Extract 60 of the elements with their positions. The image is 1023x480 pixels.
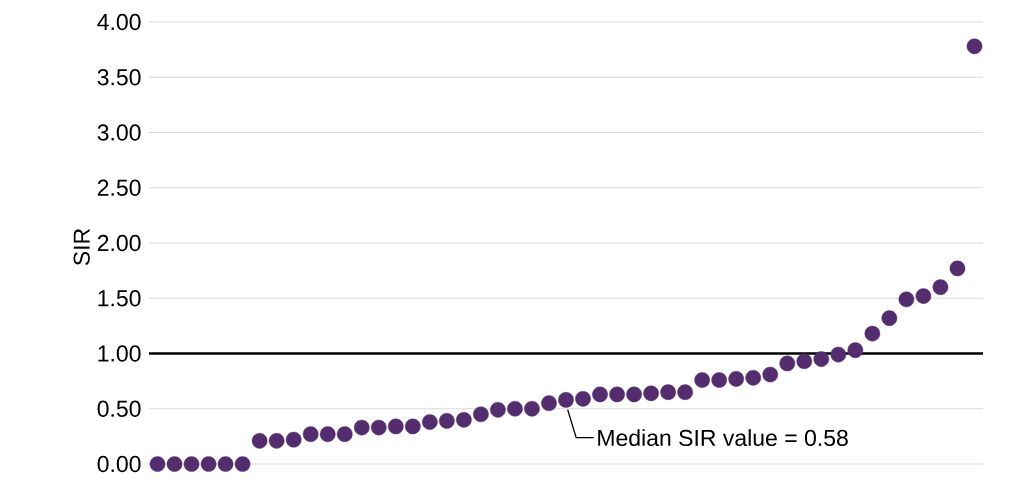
point <box>200 456 217 472</box>
y-axis-title: SIR <box>73 228 90 266</box>
point <box>490 402 506 418</box>
point <box>234 456 251 472</box>
point <box>268 432 285 449</box>
annotation: Median SIR value = 0.58 <box>598 429 848 447</box>
point <box>405 418 421 435</box>
point <box>251 432 268 449</box>
point <box>370 419 387 436</box>
point <box>183 456 200 472</box>
y-tick-label: 4.00 <box>97 13 141 31</box>
point <box>915 288 932 304</box>
point <box>762 366 779 383</box>
point <box>388 418 404 435</box>
point <box>473 406 489 423</box>
point <box>166 456 183 472</box>
point <box>575 391 591 407</box>
point <box>728 371 744 387</box>
point <box>302 426 319 442</box>
point <box>643 385 659 402</box>
point <box>932 279 949 295</box>
point <box>745 370 762 386</box>
y-tick-label: 3.00 <box>97 124 141 141</box>
point <box>439 413 455 429</box>
point <box>541 395 557 412</box>
point <box>456 412 472 428</box>
point <box>847 342 864 358</box>
y-tick-label: 2.50 <box>97 179 141 196</box>
y-tick-label: 1.50 <box>98 290 141 307</box>
point <box>285 431 302 448</box>
point <box>558 392 574 408</box>
point <box>660 384 676 400</box>
y-tick-label: 1.00 <box>98 345 141 362</box>
point <box>353 419 370 436</box>
point <box>864 325 881 342</box>
point <box>626 386 642 403</box>
point <box>949 260 966 277</box>
point <box>677 384 693 400</box>
point <box>609 386 625 403</box>
y-tick-label: 3.50 <box>97 69 141 86</box>
point <box>524 400 540 417</box>
point <box>898 291 915 308</box>
point <box>813 351 830 367</box>
point <box>149 456 166 472</box>
point <box>319 426 336 442</box>
y-tick-label: 0.50 <box>97 400 141 417</box>
point <box>507 400 523 417</box>
point <box>830 346 847 363</box>
point <box>796 353 813 370</box>
point <box>336 426 353 442</box>
point <box>694 372 710 388</box>
y-tick-label: 2.00 <box>97 234 141 252</box>
y-tick-label: 0.00 <box>97 455 141 473</box>
point <box>881 310 898 326</box>
point <box>592 386 608 403</box>
point <box>966 38 983 55</box>
point <box>779 355 796 372</box>
point <box>217 456 234 472</box>
point <box>711 372 727 388</box>
point <box>422 414 438 430</box>
